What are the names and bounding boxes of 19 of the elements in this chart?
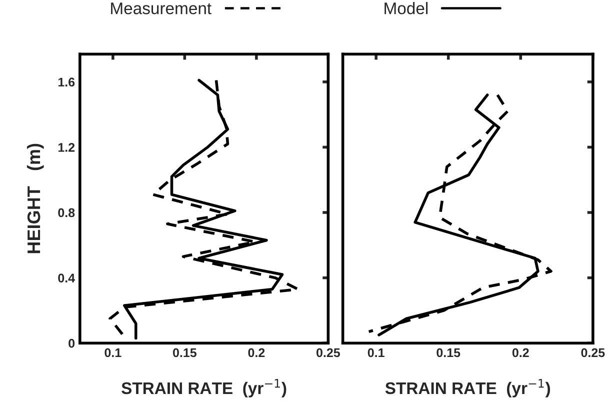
x-axis-title: STRAIN RATE (yr$^{−1}$) [122, 379, 286, 398]
x-tick-label: 0.2 [248, 348, 265, 358]
x-tick-label: 0.1 [368, 348, 384, 358]
y-tick-label: 0.4 [58, 274, 75, 282]
y-tick-label: 0 [68, 338, 75, 348]
legend-label: Model [384, 2, 428, 14]
legend-label: Measurement [111, 2, 212, 14]
x-tick-label: 0.2 [512, 348, 529, 358]
line-series [108, 78, 300, 336]
y-axis-title: HEIGHT (m) [26, 144, 44, 254]
x-tick-label: 0.15 [436, 348, 460, 358]
x-tick-label: 0.25 [581, 348, 605, 358]
x-tick-label: 0.25 [316, 348, 340, 358]
y-tick-label: 1.6 [58, 78, 75, 87]
x-tick-label: 0.15 [173, 348, 196, 358]
y-tick-label: 0.8 [58, 208, 75, 218]
y-tick-label: 1.2 [58, 142, 75, 152]
x-tick-label: 0.1 [104, 348, 122, 358]
x-axis-title: STRAIN RATE (yr$^{−1}$) [385, 379, 550, 398]
